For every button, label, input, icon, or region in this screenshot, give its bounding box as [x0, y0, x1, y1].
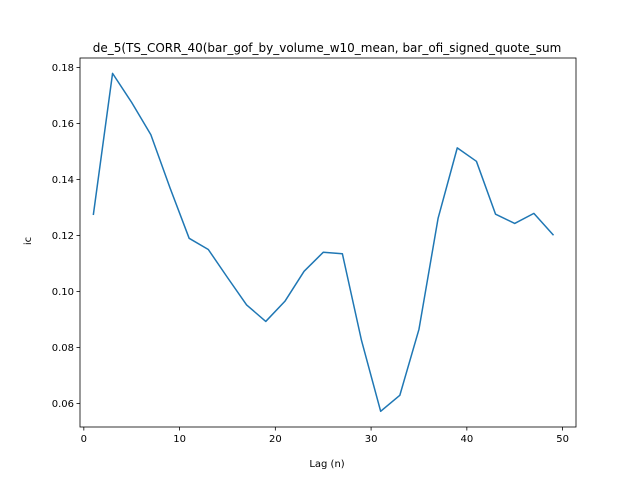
x-tick-label: 50: [556, 434, 569, 445]
chart-title: de_5(TS_CORR_40(bar_gof_by_volume_w10_me…: [93, 41, 562, 55]
y-tick-label: 0.08: [52, 343, 74, 354]
x-tick-label: 40: [460, 434, 473, 445]
series-line: [92, 72, 555, 413]
x-tick-label: 20: [269, 434, 282, 445]
y-tick-label: 0.18: [52, 63, 74, 74]
y-tick-label: 0.16: [52, 119, 74, 130]
x-tick-label: 30: [365, 434, 378, 445]
y-axis-label: ic: [23, 237, 34, 245]
y-tick-label: 0.10: [52, 287, 74, 298]
x-tick-label: 10: [173, 434, 186, 445]
y-tick-label: 0.14: [52, 175, 74, 186]
plot-area: 0 10 20 30 40 50 0.06 0.08 0.10 0.12 0.14 0.16 0.18: [52, 57, 577, 445]
x-tick-label: 0: [81, 434, 87, 445]
y-tick-label: 0.06: [52, 399, 74, 410]
axes-frame: [79, 57, 577, 428]
y-tick-label: 0.12: [52, 231, 74, 242]
x-axis-label: Lag (n): [309, 459, 344, 470]
